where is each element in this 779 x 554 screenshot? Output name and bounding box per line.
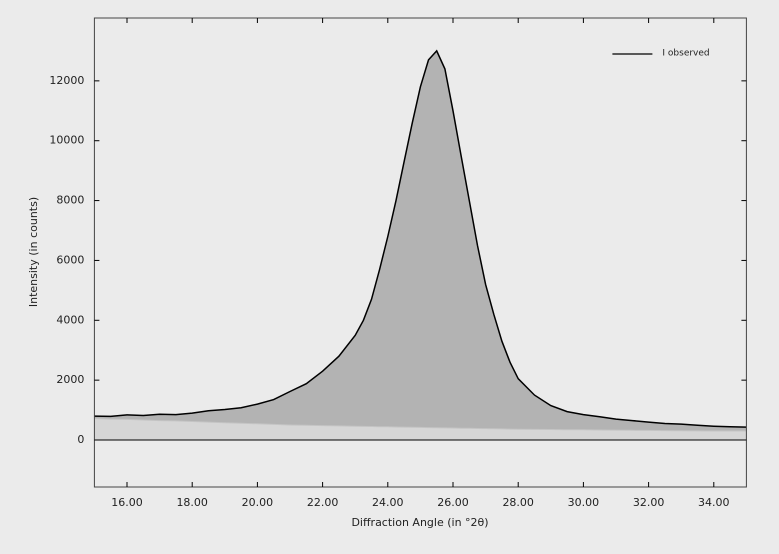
- x-tick-label: 28.00: [502, 496, 534, 509]
- x-tick-label: 22.00: [307, 496, 339, 509]
- y-tick-label: 6000: [56, 253, 84, 266]
- y-tick-label: 4000: [56, 313, 84, 326]
- x-tick-label: 26.00: [437, 496, 469, 509]
- legend-label: I observed: [662, 49, 709, 59]
- y-tick-label: 10000: [49, 134, 84, 147]
- y-tick-label: 12000: [49, 74, 84, 87]
- x-tick-label: 18.00: [176, 496, 208, 509]
- observed-area: [94, 50, 747, 441]
- plot-frame: [93, 17, 747, 488]
- observed-line: [94, 49, 747, 428]
- y-axis-label: Intensity (in counts): [27, 197, 40, 307]
- y-tick-label: 0: [77, 433, 84, 446]
- y-tick-label: 2000: [56, 373, 84, 386]
- x-axis-label: Diffraction Angle (in °2θ): [351, 516, 488, 529]
- y-tick-label: 8000: [56, 194, 84, 207]
- x-tick-label: 34.00: [698, 496, 730, 509]
- x-tick-label: 24.00: [372, 496, 404, 509]
- background-line: [94, 418, 747, 432]
- x-tick-label: 16.00: [111, 496, 143, 509]
- x-tick-label: 32.00: [633, 496, 665, 509]
- x-tick-label: 20.00: [242, 496, 274, 509]
- x-tick-label: 30.00: [568, 496, 600, 509]
